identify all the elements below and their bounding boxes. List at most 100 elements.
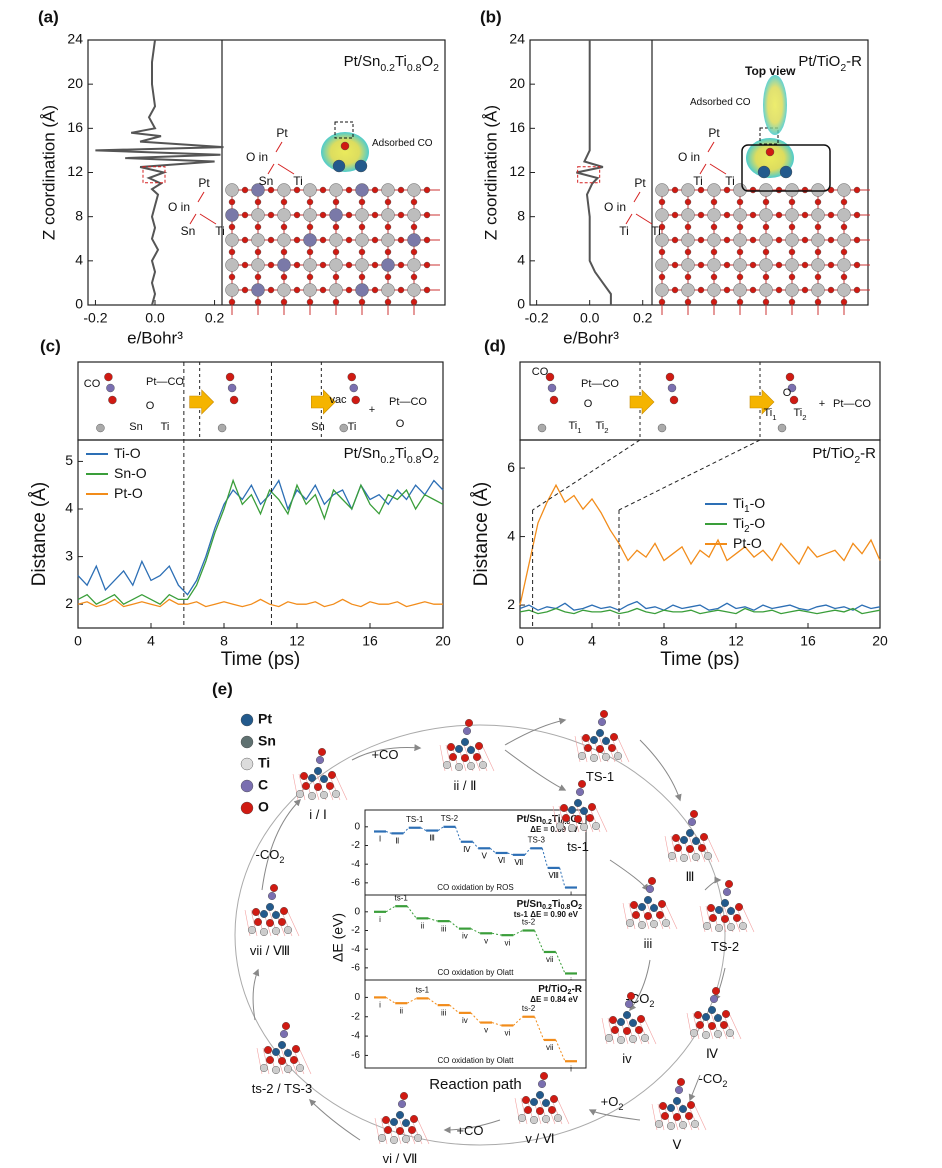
atom [241, 236, 249, 244]
state-label: iv [622, 1051, 632, 1066]
state-label: ts-1 [416, 985, 430, 994]
atom [696, 1021, 705, 1030]
atom [775, 261, 783, 269]
atom [785, 233, 799, 247]
atom [277, 283, 291, 297]
atom [759, 283, 773, 297]
atom [707, 233, 721, 247]
connector [541, 848, 549, 869]
atom [530, 1115, 539, 1124]
atom [596, 745, 605, 754]
atom [318, 748, 327, 757]
state-label: Ⅲ [429, 834, 435, 843]
atom [707, 208, 721, 222]
atom [319, 186, 327, 194]
atom [626, 919, 635, 928]
atom [240, 713, 254, 727]
connector [385, 996, 396, 1004]
atom [759, 183, 773, 197]
atom [277, 258, 291, 272]
series-line [519, 600, 881, 611]
state-label: vi [504, 1029, 510, 1038]
atom [762, 248, 770, 256]
atom [617, 1035, 626, 1044]
atom [306, 198, 314, 206]
atom [811, 233, 825, 247]
atom [371, 286, 379, 294]
atom [407, 233, 421, 247]
atom [345, 186, 353, 194]
atom [382, 1115, 391, 1124]
y-tick-label: 3 [65, 547, 73, 563]
y-tick-label: 16 [509, 119, 525, 135]
y-axis-label: Z coordination (Å) [39, 105, 58, 240]
y-tick-label: 4 [507, 527, 515, 543]
connector [454, 826, 462, 842]
motif-label: Ti [725, 174, 735, 188]
state-label: iv [462, 1016, 468, 1025]
atom [707, 904, 716, 913]
atom [827, 286, 835, 294]
atom [314, 767, 323, 776]
atom [228, 223, 236, 231]
bond [693, 1103, 707, 1131]
connector [491, 1022, 502, 1026]
atom [384, 223, 392, 231]
atom [580, 807, 589, 816]
atom [423, 211, 431, 219]
atom [762, 298, 770, 306]
profile-line [95, 39, 224, 306]
atom [319, 236, 327, 244]
state-label: i [570, 1064, 572, 1073]
atom [355, 233, 369, 247]
motif-label: O in [168, 200, 190, 214]
plot-frame [364, 809, 587, 896]
atom [536, 1090, 545, 1099]
atom [536, 1106, 545, 1115]
atom [623, 1026, 632, 1035]
atom [665, 372, 675, 382]
connector [428, 997, 438, 1006]
atom [522, 1095, 531, 1104]
motif-bond [709, 163, 727, 175]
atom [332, 159, 346, 173]
delta-label: ΔE = 0.69 eV [530, 825, 578, 834]
chart-title: Pt/TiO2-R [538, 984, 583, 997]
atom [280, 907, 289, 916]
bond [334, 773, 348, 801]
atom [801, 186, 809, 194]
atom [260, 1063, 269, 1072]
atom [284, 926, 293, 935]
atom [658, 248, 666, 256]
atom [241, 211, 249, 219]
atom [300, 772, 309, 781]
atom [241, 261, 249, 269]
state-label: vii [546, 1043, 554, 1052]
atom [788, 298, 796, 306]
atom [254, 273, 262, 281]
atom [518, 1113, 527, 1122]
state-label: Ⅳ [706, 1046, 718, 1061]
atom [762, 198, 770, 206]
atom [345, 261, 353, 269]
atom [228, 248, 236, 256]
y-tick-label: 0 [354, 992, 360, 1003]
atom [303, 258, 317, 272]
bond [705, 905, 713, 933]
atom [707, 258, 721, 272]
atom [251, 183, 265, 197]
atom [726, 1028, 735, 1037]
atom [556, 822, 565, 831]
atom [251, 283, 265, 297]
atom [785, 258, 799, 272]
state-label: ii [399, 1006, 403, 1015]
atom [355, 283, 369, 297]
state-label: TS-1 [406, 815, 424, 824]
atom [320, 791, 329, 800]
atom [254, 198, 262, 206]
atom [278, 918, 287, 927]
atom [354, 159, 368, 173]
atom [811, 208, 825, 222]
inset-label: Pt—CO [581, 378, 619, 390]
atom [574, 815, 583, 824]
